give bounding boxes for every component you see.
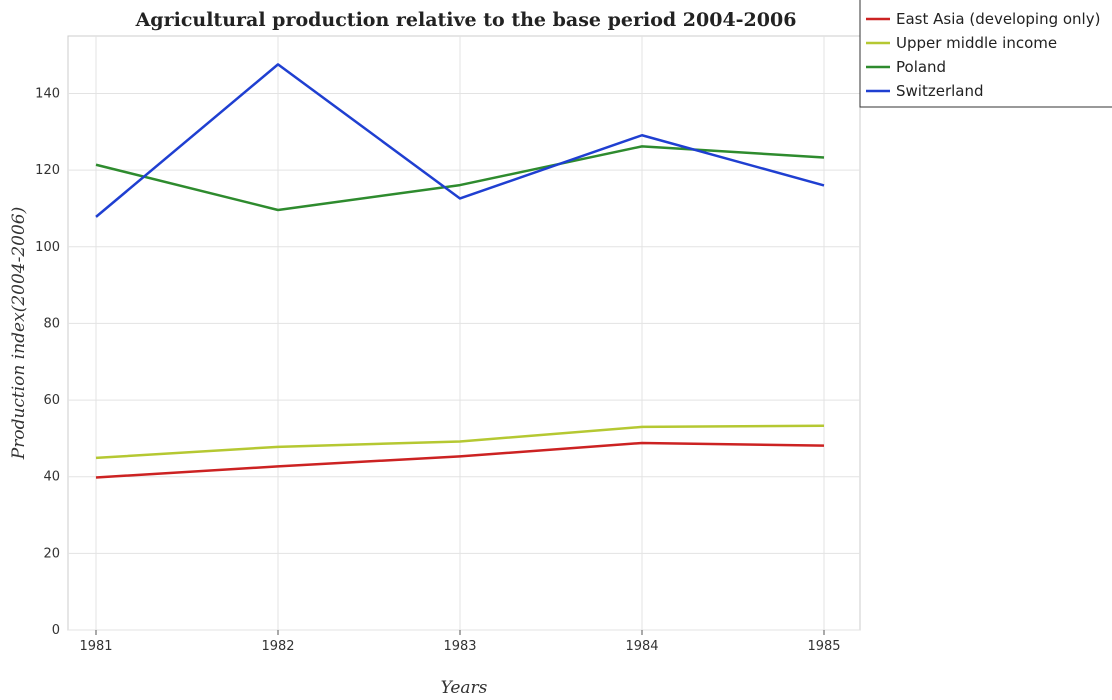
series-line-switzerland [95, 63, 825, 218]
series-line-east-asia-developing-only [95, 441, 825, 479]
legend-label-east-asia-developing-only: East Asia (developing only) [896, 10, 1100, 28]
y-axis-label: Production index(2004-2006) [9, 207, 29, 460]
legend-label-poland: Poland [896, 58, 946, 76]
x-axis-label: Years [441, 678, 488, 698]
x-tick-label: 1983 [443, 639, 476, 654]
legend-label-switzerland: Switzerland [896, 82, 984, 100]
y-axis-ticks: 0 20 40 60 80 100 120 140 [35, 86, 60, 638]
plot-area [67, 35, 861, 631]
x-tick-label: 1982 [261, 639, 294, 654]
y-tick-label: 120 [35, 163, 60, 178]
series-lines [95, 63, 825, 479]
legend-label-upper-middle-income: Upper middle income [896, 34, 1057, 52]
x-tick-label: 1985 [807, 639, 840, 654]
series-line-poland [95, 145, 825, 212]
y-tick-label: 60 [43, 393, 60, 408]
y-tick-label: 40 [43, 470, 60, 485]
x-axis-ticks: 1981 1982 1983 1984 1985 [79, 630, 841, 654]
x-tick-label: 1981 [79, 639, 112, 654]
x-tick-label: 1984 [625, 639, 658, 654]
y-tick-label: 100 [35, 240, 60, 255]
chart-title: Agricultural production relative to the … [135, 9, 797, 31]
legend: East Asia (developing only) Upper middle … [859, 0, 1112, 108]
series-line-upper-middle-income [95, 424, 825, 460]
y-tick-label: 80 [43, 316, 60, 331]
y-tick-label: 20 [43, 546, 60, 561]
legend-box [859, 0, 1112, 108]
y-tick-label: 140 [35, 86, 60, 101]
y-tick-label: 0 [52, 623, 60, 638]
